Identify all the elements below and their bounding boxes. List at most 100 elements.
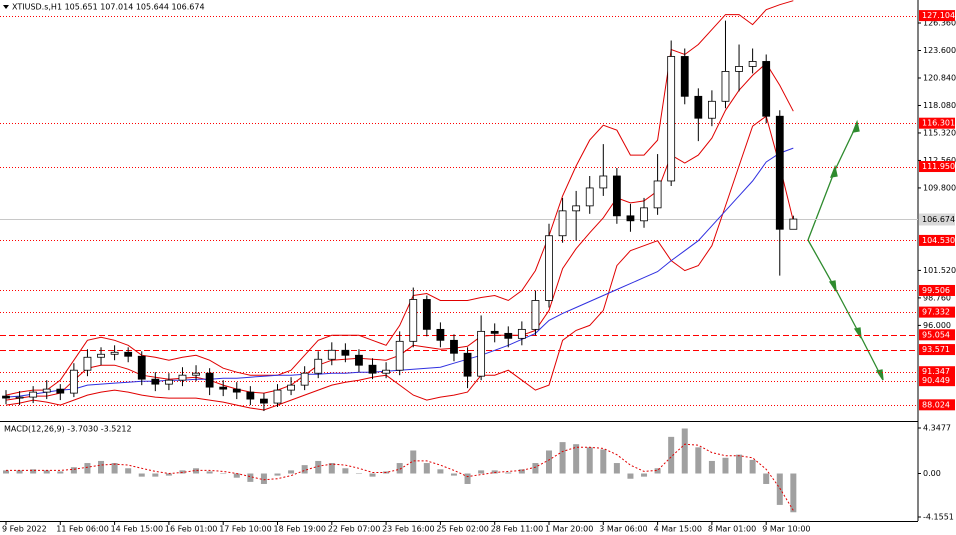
current-price-box xyxy=(919,213,955,226)
level-box xyxy=(919,161,955,173)
candle-body xyxy=(83,356,92,371)
candle-body xyxy=(382,369,391,374)
y-tick-label: 98.760 xyxy=(923,293,951,302)
macd-bar xyxy=(559,442,566,474)
macd-bar xyxy=(369,473,376,477)
macd-bar xyxy=(613,463,620,474)
level-label: 90.449 xyxy=(922,376,950,385)
level-label: 116.301 xyxy=(922,119,955,128)
x-tick-label: 25 Feb 02:00 xyxy=(436,525,488,534)
macd-bar xyxy=(138,473,145,477)
candle-body xyxy=(789,218,798,230)
candle-body xyxy=(721,71,730,102)
level-box xyxy=(919,10,955,22)
candle-body xyxy=(395,340,404,371)
candle-body xyxy=(124,351,133,357)
candle-body xyxy=(164,379,173,385)
y-tick-label: 112.560 xyxy=(923,156,956,165)
macd-bar xyxy=(16,470,23,474)
macd-bar xyxy=(722,457,729,474)
down-arrowhead xyxy=(828,280,837,292)
candle-body xyxy=(667,56,676,182)
level-box xyxy=(919,375,955,387)
level-box xyxy=(919,399,955,411)
macd-bar xyxy=(518,469,525,474)
y-tick-label: 0.00 xyxy=(923,469,941,478)
down-arrow xyxy=(807,239,883,379)
macd-bar xyxy=(301,465,308,474)
level-box xyxy=(919,344,955,356)
candle-body xyxy=(545,235,553,301)
candle-body xyxy=(355,354,363,366)
level-label: 95.054 xyxy=(922,330,950,339)
candle-body xyxy=(762,61,771,117)
x-tick-label: 22 Feb 07:00 xyxy=(328,525,380,534)
x-tick-label: 1 Mar 20:00 xyxy=(545,525,593,534)
candle-body xyxy=(626,215,635,222)
candle-body xyxy=(97,353,105,358)
candle-body xyxy=(612,175,621,217)
candle-body xyxy=(300,372,309,386)
candle-body xyxy=(504,332,513,339)
indicator-line xyxy=(5,115,794,411)
macd-bar xyxy=(641,473,648,477)
macd-bar xyxy=(668,436,675,474)
level-label: 88.024 xyxy=(922,400,950,409)
macd-bar xyxy=(125,468,132,474)
x-tick-label: 17 Feb 10:00 xyxy=(219,525,271,534)
signal-line xyxy=(6,443,794,511)
level-label: 104.530 xyxy=(922,236,955,245)
candle-body xyxy=(680,56,689,97)
macd-bar xyxy=(532,463,539,474)
candle-body xyxy=(708,100,716,119)
macd-bar xyxy=(315,460,322,474)
level-label: 93.571 xyxy=(922,345,950,354)
macd-bar xyxy=(165,473,172,476)
candle-body xyxy=(572,205,581,212)
candle-body xyxy=(653,180,662,209)
candle-body xyxy=(640,207,648,222)
macd-bar xyxy=(505,472,512,474)
candle-body xyxy=(599,175,608,189)
level-label: 127.104 xyxy=(922,11,955,20)
x-tick-label: 16 Feb 01:00 xyxy=(165,525,217,534)
y-tick-label: 120.840 xyxy=(923,73,956,82)
candle-body xyxy=(341,349,350,356)
macd-bar xyxy=(423,463,430,474)
candle-body xyxy=(273,389,282,404)
candle-body xyxy=(178,374,187,381)
macd-bar xyxy=(260,473,267,484)
candle-body xyxy=(42,388,51,393)
level-label: 91.347 xyxy=(922,367,950,376)
macd-bar xyxy=(3,470,9,474)
macd-bar xyxy=(654,468,661,474)
candle-body xyxy=(69,369,78,394)
macd-bar xyxy=(749,459,756,474)
y-tick-label: 118.080 xyxy=(923,101,956,110)
macd-bar xyxy=(233,473,240,478)
y-tick-label: 4.3477 xyxy=(923,423,951,432)
projection-arrows xyxy=(807,119,884,381)
macd-bar xyxy=(84,463,91,474)
level-label: 97.332 xyxy=(922,308,950,317)
candle-body xyxy=(694,95,703,119)
macd-bar xyxy=(573,444,580,474)
candle-body xyxy=(450,339,458,354)
macd-bar xyxy=(708,460,715,474)
macd-bar xyxy=(152,473,159,477)
level-box xyxy=(919,117,955,129)
macd-bar xyxy=(30,469,37,474)
candle-body xyxy=(314,358,323,374)
macd-bar xyxy=(437,469,444,474)
y-tick-label: 123.600 xyxy=(923,46,956,55)
x-tick-label: 4 Mar 15:00 xyxy=(654,525,702,534)
candle-body xyxy=(517,328,526,339)
candle-body xyxy=(558,210,567,237)
macd-bar xyxy=(681,428,688,474)
level-label: 99.506 xyxy=(922,286,950,295)
candle-body xyxy=(748,61,757,67)
y-tick-label: 101.520 xyxy=(923,266,956,275)
macd-bar xyxy=(43,470,50,474)
macd-bar xyxy=(111,463,118,474)
candle-body xyxy=(56,388,65,394)
